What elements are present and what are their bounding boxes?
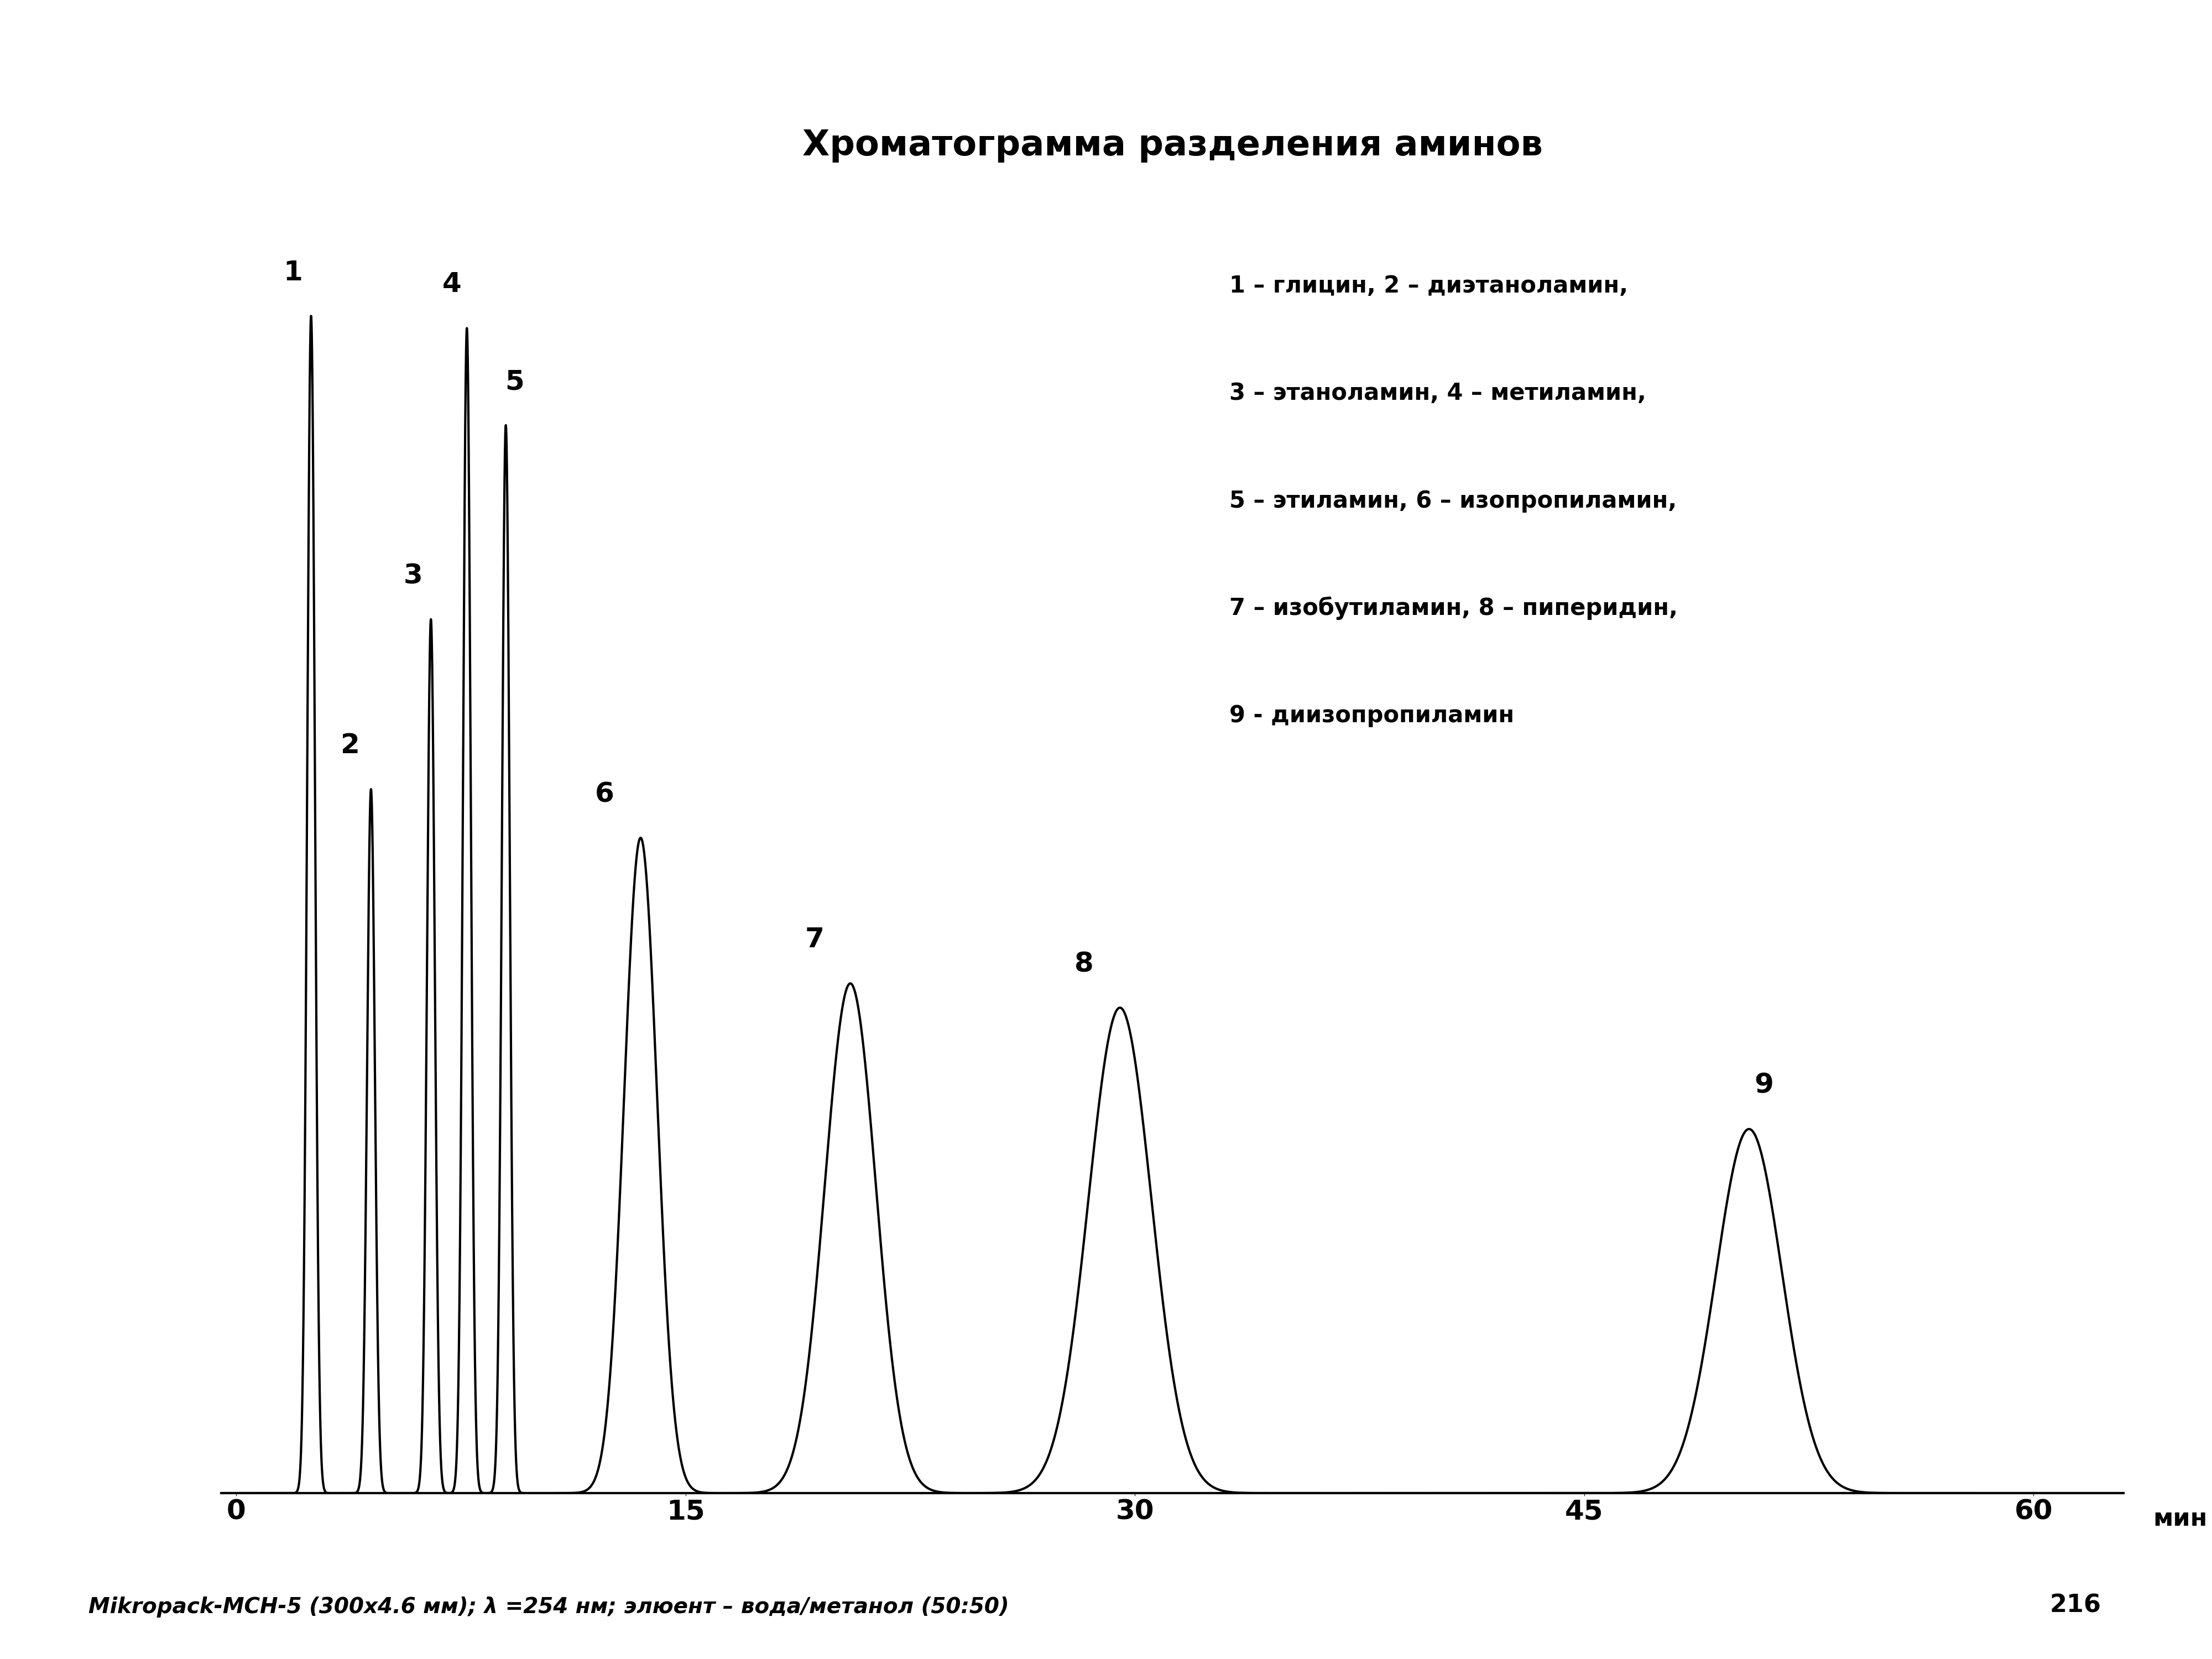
Text: мин: мин <box>2152 1506 2208 1531</box>
Text: 8: 8 <box>1075 951 1093 977</box>
Text: 7 – изобутиламин, 8 – пиперидин,: 7 – изобутиламин, 8 – пиперидин, <box>1230 597 1679 620</box>
Title: Хроматограмма разделения аминов: Хроматограмма разделения аминов <box>803 128 1542 163</box>
Text: 3: 3 <box>403 562 422 589</box>
Text: 1 – глицин, 2 – диэтаноламин,: 1 – глицин, 2 – диэтаноламин, <box>1230 274 1628 297</box>
Text: 5: 5 <box>504 368 524 395</box>
Text: 7: 7 <box>805 926 825 952</box>
Text: Mikropack-МСН-5 (300x4.6 мм); λ =254 нм; элюент – вода/метанол (50:50): Mikropack-МСН-5 (300x4.6 мм); λ =254 нм;… <box>88 1596 1009 1618</box>
Text: 2: 2 <box>341 732 361 758</box>
Text: 1: 1 <box>283 259 303 285</box>
Text: 9 - диизопропиламин: 9 - диизопропиламин <box>1230 703 1515 727</box>
Text: 9: 9 <box>1754 1072 1774 1098</box>
Text: 5 – этиламин, 6 – изопропиламин,: 5 – этиламин, 6 – изопропиламин, <box>1230 489 1677 513</box>
Text: 6: 6 <box>595 781 615 808</box>
Text: 3 – этаноламин, 4 – метиламин,: 3 – этаноламин, 4 – метиламин, <box>1230 382 1646 405</box>
Text: 4: 4 <box>442 270 462 297</box>
Text: 216: 216 <box>2051 1594 2101 1618</box>
